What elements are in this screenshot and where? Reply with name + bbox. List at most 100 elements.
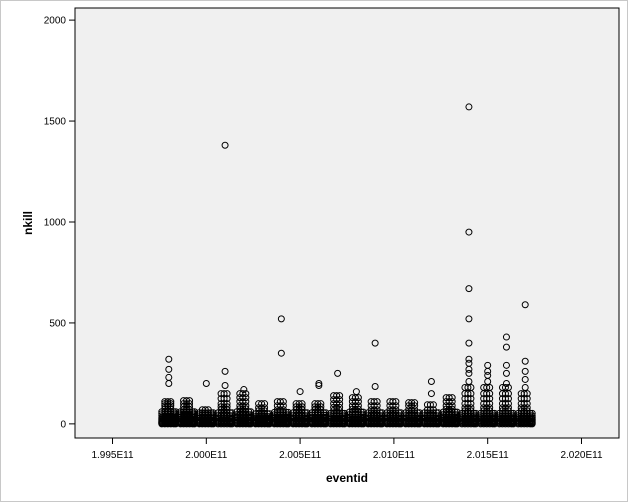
data-point (486, 395, 494, 403)
data-point (465, 103, 473, 111)
data-point (465, 315, 473, 323)
y-tick-label: 0 (60, 419, 66, 430)
data-point (427, 377, 435, 385)
x-tick-label: 2.020E11 (560, 450, 603, 461)
data-point (322, 409, 330, 417)
x-tick-label: 2.010E11 (373, 450, 416, 461)
data-point (336, 392, 344, 400)
data-point (315, 382, 323, 390)
data-point (521, 367, 529, 375)
y-tick-label: 2000 (44, 16, 67, 27)
data-point (204, 406, 212, 414)
data-point (465, 369, 473, 377)
data-point (465, 355, 473, 363)
data-point (502, 343, 510, 351)
data-point (201, 406, 209, 414)
data-point (296, 388, 304, 396)
data-points (158, 103, 536, 428)
data-point (371, 339, 379, 347)
data-point (501, 395, 509, 403)
data-point (279, 398, 287, 406)
data-point (465, 339, 473, 347)
data-point (408, 399, 416, 407)
data-point (220, 390, 228, 398)
data-point (427, 390, 435, 398)
data-point (521, 384, 529, 392)
y-axis-title: nkill (21, 211, 35, 235)
data-point (352, 388, 360, 396)
data-point (504, 400, 512, 408)
data-point (467, 384, 475, 392)
data-point (317, 400, 325, 408)
data-point (453, 408, 461, 416)
data-point (354, 394, 362, 402)
data-point (371, 383, 379, 391)
x-tick-label: 2.000E11 (185, 450, 228, 461)
data-point (165, 365, 173, 373)
data-point (429, 401, 437, 409)
data-point (242, 390, 250, 398)
y-tick-label: 1500 (44, 117, 67, 128)
data-point (523, 400, 531, 408)
data-point (298, 400, 306, 408)
data-point (359, 408, 367, 416)
data-point (221, 367, 229, 375)
data-point (277, 315, 285, 323)
data-point (373, 398, 381, 406)
data-point (223, 390, 231, 398)
data-point (276, 398, 284, 406)
data-point (426, 401, 434, 409)
data-point (221, 382, 229, 390)
plot-area (74, 7, 620, 439)
data-point (504, 384, 512, 392)
data-point (186, 397, 194, 405)
data-point (483, 400, 491, 408)
data-point (465, 377, 473, 385)
data-point (223, 400, 231, 408)
data-point (467, 395, 475, 403)
data-point (389, 398, 397, 406)
data-point (164, 398, 172, 406)
data-point (334, 369, 342, 377)
data-point (486, 400, 494, 408)
data-point (429, 406, 437, 414)
data-point (521, 375, 529, 383)
data-point (239, 390, 247, 398)
data-point (277, 349, 285, 357)
data-point (209, 409, 217, 417)
data-point (202, 379, 210, 387)
x-tick-label: 2.015E11 (467, 450, 510, 461)
data-point (464, 400, 472, 408)
data-point (392, 398, 400, 406)
data-point (484, 361, 492, 369)
x-axis-title: eventid (326, 471, 368, 485)
data-point (220, 395, 228, 403)
data-point (502, 369, 510, 377)
y-tick-label: 500 (49, 318, 66, 329)
data-point (520, 400, 528, 408)
data-point (261, 400, 269, 408)
data-point (504, 395, 512, 403)
data-point (523, 390, 531, 398)
data-point (333, 392, 341, 400)
data-point (448, 394, 456, 402)
data-point (502, 379, 510, 387)
data-point (521, 301, 529, 309)
data-point (266, 410, 274, 418)
data-point (465, 359, 473, 367)
data-point (465, 285, 473, 293)
data-point (520, 395, 528, 403)
y-tick-label: 1000 (44, 217, 67, 228)
data-point (445, 394, 453, 402)
data-point (502, 333, 510, 341)
data-point (295, 400, 303, 408)
data-point (315, 379, 323, 387)
data-point (397, 409, 405, 417)
data-point (314, 400, 322, 408)
data-point (221, 141, 229, 149)
data-point (370, 398, 378, 406)
data-point (411, 399, 419, 407)
data-point (467, 400, 475, 408)
data-point (378, 409, 386, 417)
